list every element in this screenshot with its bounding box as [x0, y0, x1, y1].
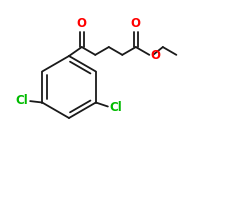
- Text: O: O: [150, 49, 160, 62]
- Text: Cl: Cl: [15, 94, 28, 107]
- Text: O: O: [131, 17, 141, 30]
- Text: Cl: Cl: [110, 101, 123, 114]
- Text: O: O: [77, 17, 87, 30]
